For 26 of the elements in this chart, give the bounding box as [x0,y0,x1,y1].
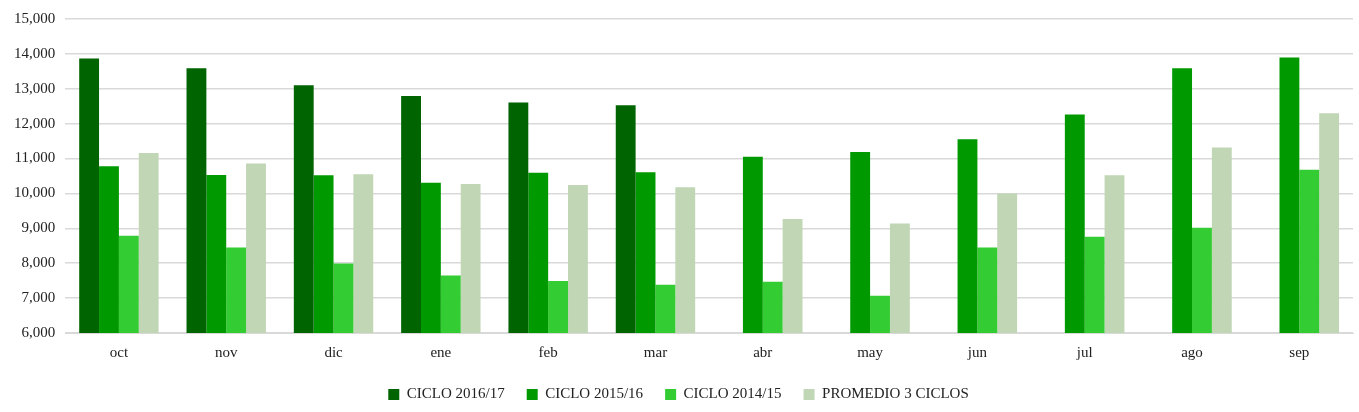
x-tick-label: ene [430,343,452,360]
x-tick-label: ago [1181,343,1203,360]
y-tick-label: 13,000 [14,79,56,96]
y-tick-label: 12,000 [14,114,56,131]
legend-label: CICLO 2014/15 [683,385,782,402]
x-tick-label: sep [1289,343,1310,360]
y-tick-label: 15,000 [14,9,56,26]
y-tick-label: 7,000 [21,289,56,306]
x-tick-label: nov [214,343,238,360]
y-tick-label: 14,000 [14,44,56,61]
x-tick-label: oct [109,343,129,360]
y-tick-label: 6,000 [21,323,56,340]
x-tick-label: dic [324,343,344,360]
legend-label: CICLO 2015/16 [545,385,644,402]
legend-label: PROMEDIO 3 CICLOS [822,385,969,402]
y-tick-label: 9,000 [21,219,56,236]
legend-label: CICLO 2016/17 [406,385,506,402]
y-tick-label: 10,000 [14,184,56,201]
y-tick-label: 11,000 [14,149,56,166]
y-tick-label: 8,000 [21,254,56,271]
x-tick-label: mar [643,343,668,360]
x-tick-label: feb [538,343,558,360]
x-tick-label: jul [1075,343,1093,360]
x-tick-label: abr [753,343,773,360]
x-tick-label: jun [966,343,988,360]
x-tick-label: may [857,343,884,360]
